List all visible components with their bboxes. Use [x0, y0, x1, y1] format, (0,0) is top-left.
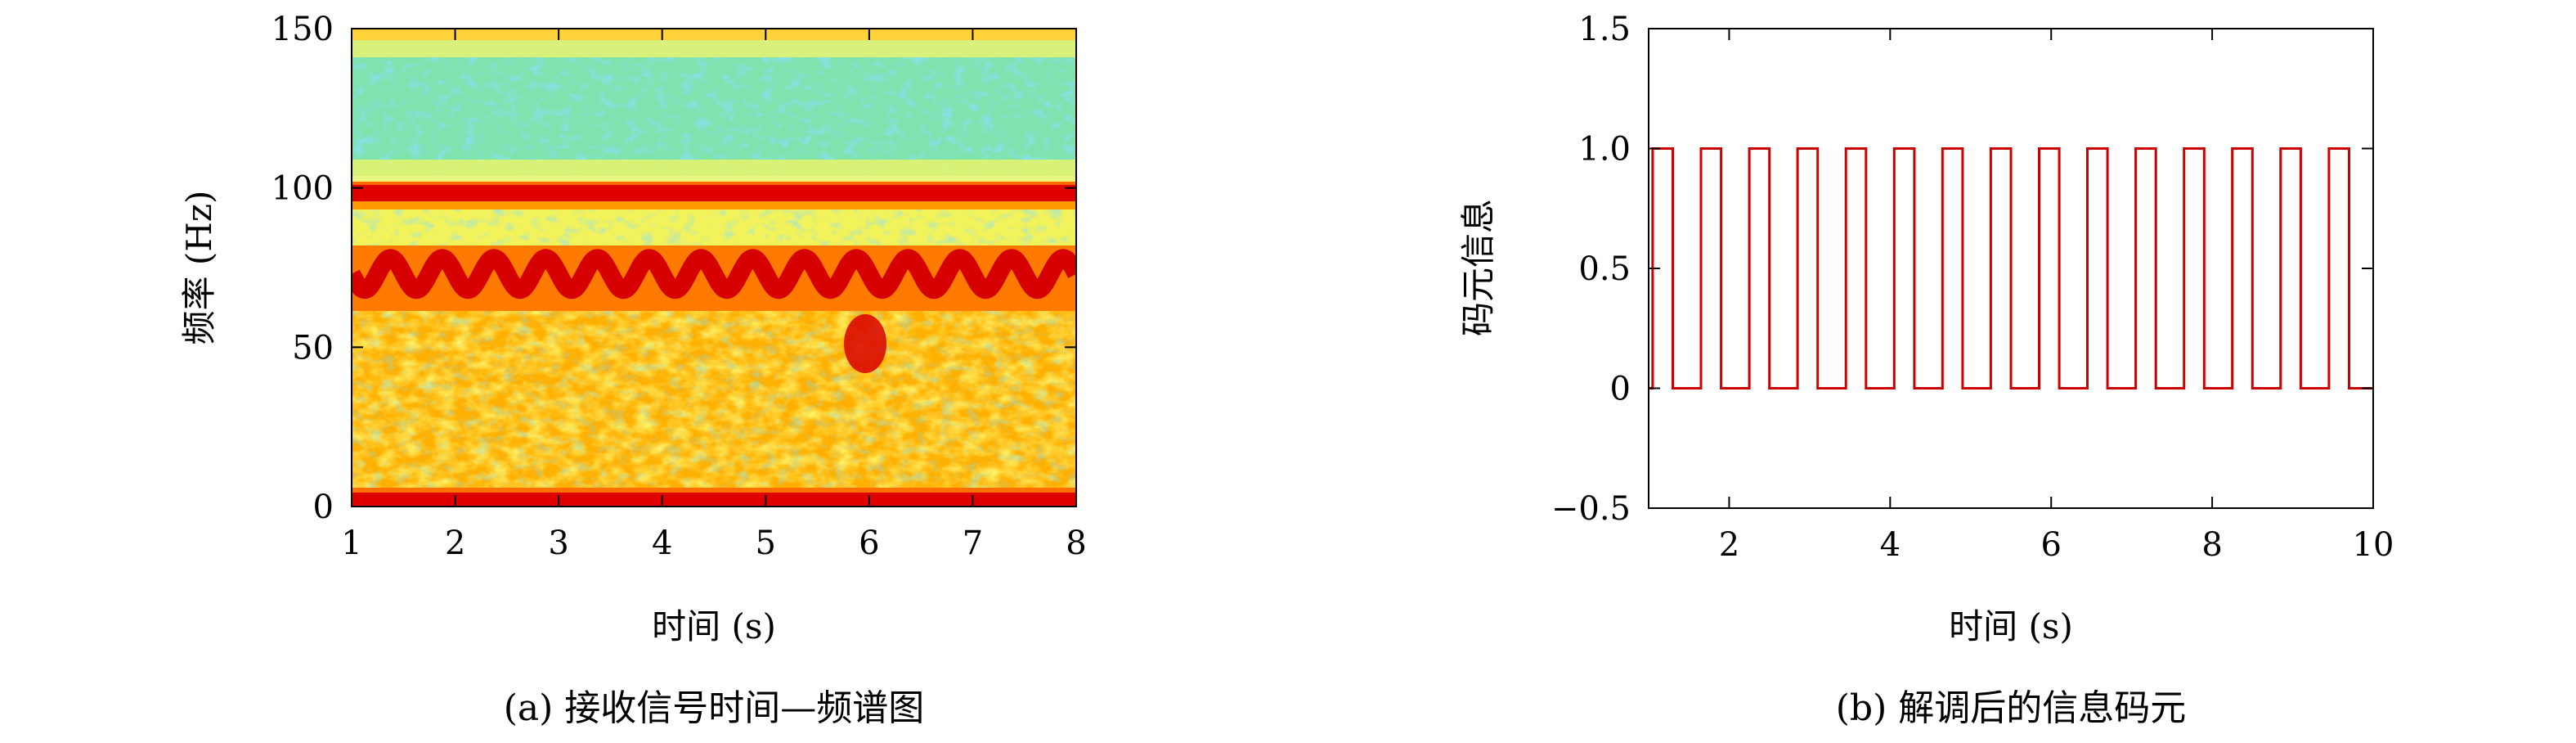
x-tick-label: 1 — [341, 525, 361, 562]
fsk-band — [352, 249, 1076, 299]
y-tick-label: 0 — [313, 489, 334, 526]
low-frequency-band — [352, 491, 1076, 507]
spectrogram-panel: 1 2 3 4 5 6 7 8 0 50 100 150 频率 (Hz) 时间 (s) (a) 接收信… — [179, 11, 1087, 729]
y-tick-label: −0.5 — [1551, 490, 1631, 528]
spectrogram-image — [352, 29, 1076, 507]
x-tick-label: 6 — [859, 525, 879, 562]
energy-spot — [844, 314, 886, 373]
spectrogram-ticks: 1 2 3 4 5 6 7 8 0 50 100 150 — [272, 11, 1087, 562]
y-tick-label: 0.5 — [1578, 250, 1631, 288]
spectrogram-upper-transition — [352, 160, 1076, 184]
spectrogram-top-edge — [352, 29, 1076, 40]
x-tick-label: 5 — [756, 525, 776, 562]
tone-100hz-lower-halo — [352, 201, 1076, 209]
x-tick-label: 8 — [1066, 525, 1086, 562]
y-tick-label: 100 — [272, 170, 334, 208]
spectrogram-y-axis-label: 频率 (Hz) — [179, 191, 219, 345]
spectrogram-upper-speckle — [352, 57, 1076, 176]
y-tick-label: 50 — [292, 329, 334, 367]
x-tick-label: 2 — [445, 525, 465, 562]
y-tick-label: 150 — [272, 11, 334, 48]
x-tick-label: 2 — [1719, 526, 1739, 564]
x-tick-label: 4 — [1880, 526, 1901, 564]
low-frequency-band-halo — [352, 488, 1076, 493]
x-tick-label: 6 — [2040, 526, 2061, 564]
spectrogram-caption: (a) 接收信号时间—频谱图 — [504, 687, 925, 729]
symbol-plot-y-axis-label: 码元信息 — [1458, 199, 1498, 336]
symbol-plot-x-axis-label: 时间 (s) — [1949, 606, 2073, 646]
symbol-series-line — [1649, 147, 2373, 390]
spectrogram-mid-speckle — [352, 209, 1076, 250]
y-tick-label: 1.0 — [1578, 131, 1631, 169]
x-tick-label: 7 — [963, 525, 983, 562]
y-tick-label: 0 — [1610, 371, 1631, 408]
symbol-plot-ticks: 2 4 6 8 10 −0.5 0 0.5 1.0 1.5 — [1551, 11, 2394, 564]
y-tick-label: 1.5 — [1578, 11, 1631, 48]
symbol-plot-panel: 2 4 6 8 10 −0.5 0 0.5 1.0 1.5 码元信息 时间 (s) (b) 解调后… — [1458, 11, 2394, 729]
spectrogram-frame — [351, 28, 1077, 507]
tone-100hz — [352, 185, 1076, 201]
spectrogram-lower-blue-speckle — [352, 311, 1076, 491]
x-tick-label: 3 — [548, 525, 568, 562]
symbol-plot-caption: (b) 解调后的信息码元 — [1836, 687, 2186, 729]
x-tick-label: 4 — [652, 525, 672, 562]
x-tick-label: 10 — [2353, 526, 2394, 564]
spectrogram-x-axis-label: 时间 (s) — [652, 606, 776, 646]
x-tick-label: 8 — [2201, 526, 2222, 564]
